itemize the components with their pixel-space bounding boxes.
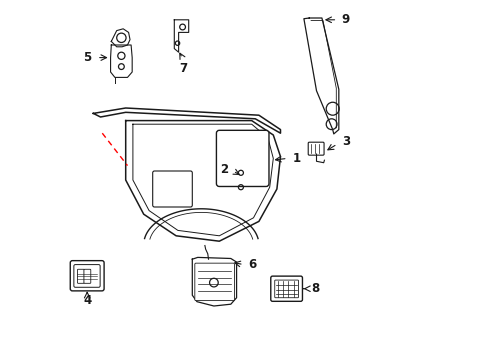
Polygon shape (125, 121, 280, 241)
Text: 1: 1 (292, 152, 300, 165)
Text: 3: 3 (341, 135, 349, 148)
Text: 8: 8 (310, 282, 319, 295)
Polygon shape (93, 108, 280, 133)
FancyBboxPatch shape (152, 171, 192, 207)
Polygon shape (174, 20, 188, 52)
Text: 5: 5 (83, 51, 91, 64)
Text: 7: 7 (179, 62, 187, 75)
Polygon shape (111, 29, 130, 47)
Text: 9: 9 (341, 13, 349, 26)
Text: 6: 6 (247, 258, 256, 271)
Polygon shape (192, 257, 236, 306)
FancyBboxPatch shape (274, 280, 298, 298)
FancyBboxPatch shape (77, 269, 84, 283)
Polygon shape (303, 18, 338, 134)
Text: 4: 4 (83, 294, 91, 307)
FancyBboxPatch shape (70, 261, 104, 291)
FancyBboxPatch shape (194, 263, 234, 301)
Text: 2: 2 (220, 163, 228, 176)
FancyBboxPatch shape (307, 142, 324, 155)
FancyBboxPatch shape (84, 269, 91, 283)
FancyBboxPatch shape (270, 276, 302, 301)
Polygon shape (110, 45, 132, 77)
FancyBboxPatch shape (216, 130, 268, 186)
FancyBboxPatch shape (74, 265, 100, 287)
